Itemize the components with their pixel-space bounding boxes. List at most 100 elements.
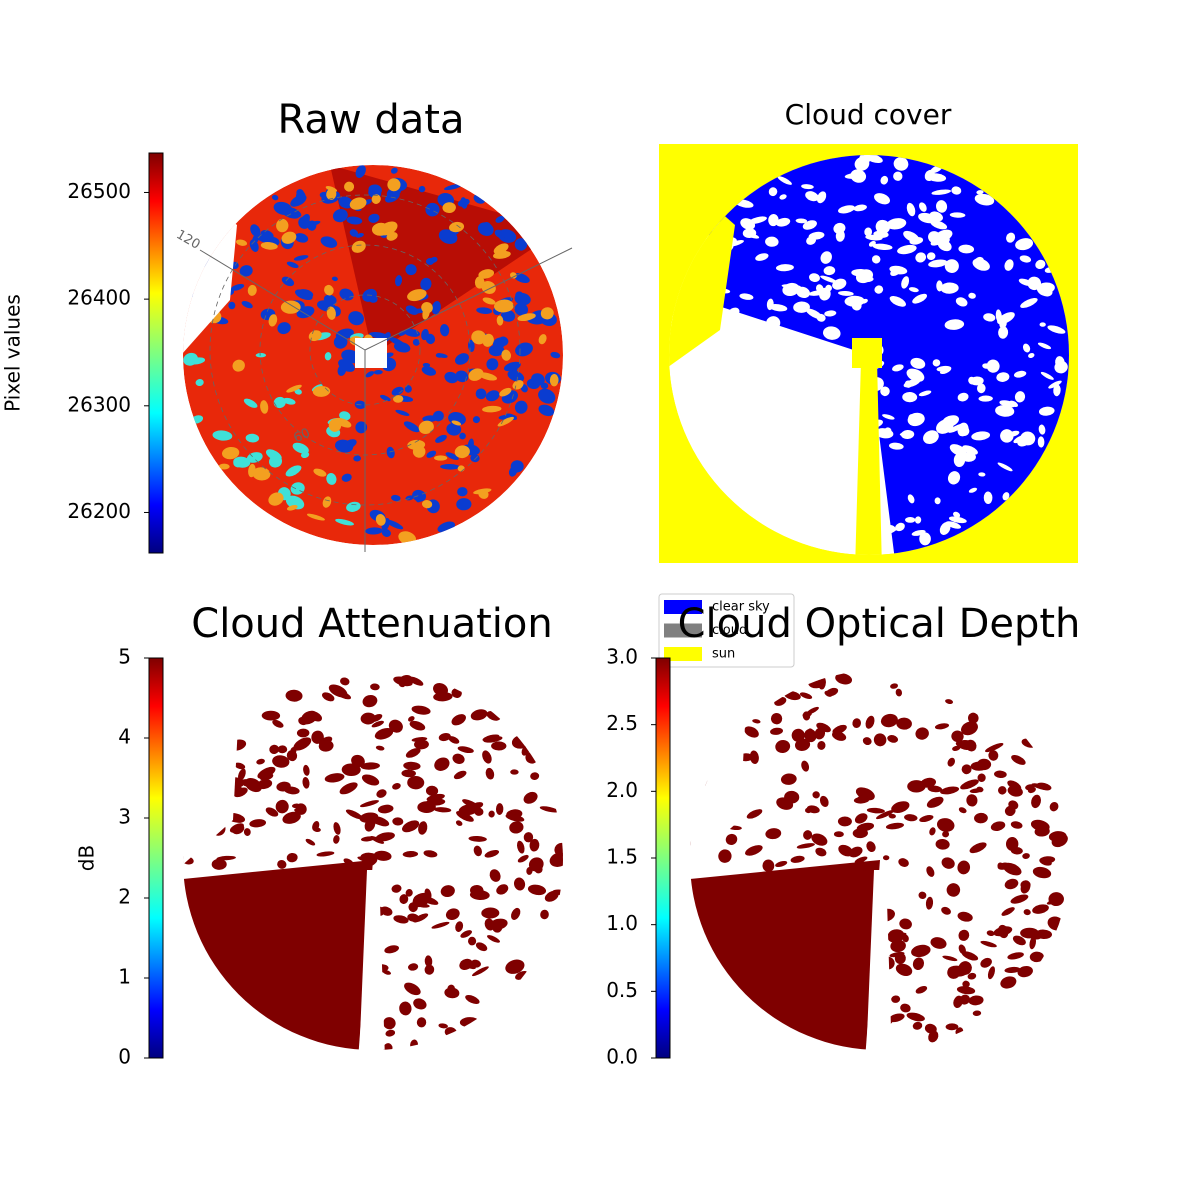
image-texture <box>918 390 932 397</box>
image-texture <box>993 926 1013 937</box>
image-texture <box>897 244 917 255</box>
image-texture <box>1049 801 1059 812</box>
image-texture <box>486 358 499 371</box>
image-texture <box>853 204 867 212</box>
mask-wedge <box>855 360 882 555</box>
image-texture <box>268 455 283 468</box>
image-texture <box>484 918 495 931</box>
image-texture <box>478 269 495 279</box>
image-texture <box>445 908 460 920</box>
image-texture <box>440 464 460 470</box>
image-texture <box>777 176 792 185</box>
image-texture <box>885 822 904 830</box>
image-texture <box>495 803 504 815</box>
image-texture <box>768 187 778 197</box>
image-texture <box>375 513 386 526</box>
image-texture <box>418 821 428 835</box>
image-texture <box>919 532 931 546</box>
image-texture <box>496 315 504 326</box>
image-texture <box>895 963 913 976</box>
image-area <box>330 165 560 355</box>
image-texture <box>442 202 456 214</box>
subplot <box>659 144 1078 563</box>
image-texture <box>1029 951 1044 963</box>
image-texture <box>864 155 883 163</box>
image-texture <box>425 333 436 345</box>
colorbar <box>656 658 670 1058</box>
image-texture <box>481 907 500 919</box>
image-texture <box>740 218 756 230</box>
image-texture <box>487 935 501 943</box>
image-texture <box>232 359 245 372</box>
image-texture <box>793 301 810 313</box>
image-texture <box>791 728 805 742</box>
image-texture <box>808 231 825 240</box>
image-texture <box>929 827 936 836</box>
image-texture <box>1019 255 1032 263</box>
image-texture <box>316 851 335 857</box>
image-texture <box>928 259 948 268</box>
image-texture <box>854 856 868 864</box>
image-texture <box>500 309 516 322</box>
image-texture <box>303 764 310 776</box>
image-texture <box>882 855 890 861</box>
image-texture <box>875 428 894 439</box>
image-texture <box>974 812 988 824</box>
image-texture <box>1032 866 1052 879</box>
image-texture <box>775 860 788 867</box>
image-texture <box>395 275 403 287</box>
image-texture <box>382 969 392 975</box>
image-texture <box>238 768 246 781</box>
image-texture <box>282 397 296 405</box>
image-texture <box>399 894 409 904</box>
image-texture <box>456 811 474 822</box>
image-texture <box>341 473 352 482</box>
image-texture <box>914 948 922 958</box>
image-texture <box>370 683 380 691</box>
image-texture <box>404 982 421 996</box>
image-texture <box>820 251 832 264</box>
image-texture <box>955 297 968 307</box>
image-texture <box>286 261 299 269</box>
image-texture <box>889 295 906 307</box>
image-texture <box>820 275 838 284</box>
image-texture <box>940 786 960 795</box>
image-texture <box>882 414 895 420</box>
image-area <box>690 860 880 1050</box>
image-texture <box>887 735 899 743</box>
image-texture <box>235 239 248 246</box>
image-texture <box>957 911 973 922</box>
image-texture <box>980 957 992 968</box>
image-texture <box>880 386 890 397</box>
image-texture <box>334 439 354 453</box>
image-texture <box>899 431 914 436</box>
image-texture <box>927 785 943 793</box>
image-texture <box>517 840 525 854</box>
image-texture <box>951 730 964 743</box>
image-texture <box>423 850 438 858</box>
image-texture <box>866 841 876 853</box>
image-texture <box>997 312 1015 325</box>
image-texture <box>482 297 496 305</box>
image-texture <box>281 231 297 244</box>
image-texture <box>482 750 492 764</box>
image-texture <box>243 398 258 408</box>
image-texture <box>1010 847 1023 855</box>
image-texture <box>744 726 759 738</box>
image-texture <box>286 384 302 393</box>
image-texture <box>402 851 419 858</box>
image-texture <box>801 760 810 772</box>
image-texture <box>510 769 519 775</box>
image-texture <box>391 494 401 502</box>
image-texture <box>514 302 529 316</box>
image-texture <box>448 736 460 744</box>
image-texture <box>852 718 862 728</box>
image-texture <box>291 803 301 809</box>
image-texture <box>313 468 327 477</box>
image-texture <box>824 310 837 317</box>
image-texture <box>1025 784 1035 791</box>
image-texture <box>932 359 941 367</box>
image-texture <box>405 305 419 315</box>
image-texture <box>475 942 488 952</box>
